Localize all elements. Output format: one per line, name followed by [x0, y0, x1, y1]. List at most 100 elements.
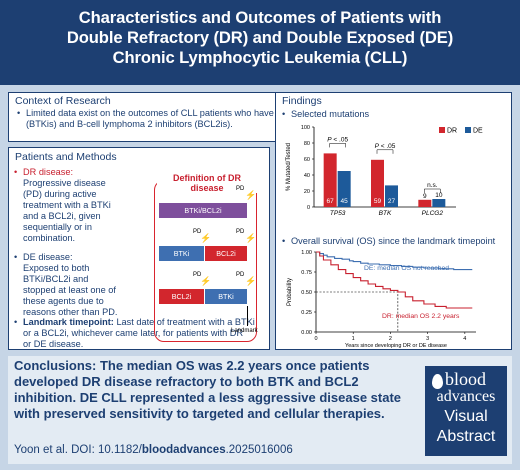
btki-bar: BTKi [205, 289, 247, 304]
landmark-text: or a BCL2i, whichever came later, for pa… [23, 328, 244, 338]
title-line-2: Double Refractory (DR) and Double Expose… [66, 28, 454, 47]
landmark-label: Landmark timepoint: [23, 317, 114, 327]
pd-label: PD [236, 272, 245, 278]
citation-prefix: Yoon et al. DOI: 10.1182/ [14, 444, 142, 456]
bolt-icon: ⚡ [200, 276, 212, 286]
landmark-text: or DE disease. [23, 339, 84, 349]
landmark-text: Last date of treatment with a BTKi [116, 317, 255, 327]
bar-label: BCL2i [216, 249, 236, 258]
conclusions-line: DE CLL represented a less aggressive dis… [14, 390, 402, 421]
title-line-1: Characteristics and Outcomes of Patients… [78, 8, 442, 27]
y-tick-label: 100 [301, 125, 310, 131]
logo-word: Visual [444, 408, 488, 425]
bullet-dot: • [14, 317, 18, 327]
series-label-dr: DR: median OS 2.2 years [382, 313, 460, 320]
pd-label: PD [236, 186, 245, 192]
x-tick-label: 1 [352, 336, 355, 342]
y-tick-label: 0.50 [301, 290, 312, 296]
bar-de [337, 171, 351, 207]
x-tick-label: 3 [426, 336, 429, 342]
legend-swatch-dr [439, 127, 445, 133]
survival-bullet-text: Overall survival (OS) since the landmark… [291, 236, 496, 246]
significance-label: P < .05 [375, 143, 396, 150]
survival-curve-dr [316, 251, 473, 309]
significance-bracket [329, 143, 346, 148]
blood-drop-icon [432, 374, 443, 389]
survival-curve-chart: 0.00 0.25 0.50 0.75 1.00 0 1 2 3 4 Years since dev… [287, 250, 476, 348]
btki-bar: BTKi [159, 246, 204, 261]
significance-label: n.s. [427, 182, 438, 189]
bar-de [432, 199, 446, 207]
mutations-bullet-text: Selected mutations [291, 109, 370, 119]
y-tick-label: 0.25 [301, 310, 312, 316]
y-tick-label: 1.00 [301, 250, 312, 256]
bar-dr [323, 153, 337, 207]
legend-label: DR [447, 128, 457, 135]
methods-title: Patients and Methods [15, 151, 117, 163]
bar-dr [371, 159, 384, 207]
bar-label: BTKi/BCL2i [184, 206, 222, 215]
bar-label: BTKi [173, 249, 190, 258]
y-tick-label: 0.00 [301, 330, 312, 336]
findings-title: Findings [282, 95, 322, 107]
bolt-icon: ⚡ [200, 233, 212, 243]
series-label-de: DE: median OS not reached [364, 265, 449, 272]
mutation-bar-chart: 0 20 40 60 80 100 % Mutated/Tested 67 45 TP53 P < … [286, 125, 483, 217]
significance-bracket [424, 188, 441, 193]
x-axis-label: Years since developing DR or DE disease [345, 343, 447, 348]
conclusions-line: preserved sensitivity to targeted and ce… [43, 406, 385, 421]
bcl2i-bar: BCL2i [205, 246, 247, 261]
de-definition-bullet: • DE disease: Exposed to both BTKi/BCL2i… [14, 252, 153, 318]
de-label: DE disease: [23, 252, 73, 262]
logo-word: advances [436, 388, 496, 405]
bar-de [385, 185, 398, 207]
legend-swatch-de [465, 127, 471, 133]
pd-label: PD [193, 272, 202, 278]
y-axis-label: Probability [287, 278, 293, 306]
mutations-bullet: • Selected mutations [282, 109, 370, 120]
landmark-label: Landmark [231, 328, 258, 334]
bolt-icon: ⚡ [245, 276, 257, 286]
y-tick-label: 0.75 [301, 270, 312, 276]
dr-text: and a BCL2i, given [23, 211, 101, 221]
de-text: reasons other than PD. [23, 307, 118, 317]
x-tick-label: 0 [314, 336, 317, 342]
landmark-bullet: • Landmark timepoint: Last date of treat… [14, 317, 268, 350]
x-tick-label: PLCG2 [422, 210, 444, 217]
survival-curve-de [316, 251, 473, 271]
dr-definition-title: Definition of DR disease [157, 173, 257, 193]
x-tick-label: 2 [389, 336, 392, 342]
logo-word: blood [445, 369, 487, 389]
significance-bracket [376, 149, 394, 154]
citation[interactable]: Yoon et al. DOI: 10.1182/bloodadvances.2… [14, 444, 293, 456]
bar-value-label: 67 [327, 198, 335, 205]
bullet-dot: • [14, 167, 18, 177]
bolt-icon: ⚡ [245, 190, 257, 200]
x-tick-label: TP53 [330, 210, 346, 217]
conclusions-panel: Conclusions: The median OS was 2.2 years… [8, 356, 512, 464]
title-line-3: Chronic Lymphocytic Leukemia (CLL) [112, 48, 408, 67]
page-title: Characteristics and Outcomes of Patients… [0, 0, 520, 68]
de-text: BTKi/BCL2i and [23, 274, 89, 284]
y-tick-label: 80 [304, 141, 310, 147]
y-tick-label: 20 [304, 189, 310, 195]
logo-word: Abstract [436, 428, 496, 445]
conclusions-line: The median OS was 2.2 years once patient… [14, 358, 370, 389]
bar-label: BTKi [218, 292, 234, 301]
context-bullet-text: Limited data exist on the outcomes of CL… [26, 108, 498, 129]
conclusions-label: Conclusions: [14, 358, 97, 373]
bar-value-label: 27 [388, 198, 396, 205]
de-text: Exposed to both [23, 263, 90, 273]
bullet-dot: • [282, 236, 286, 246]
bullet-dot: • [282, 109, 286, 119]
bar-value-label: 59 [374, 198, 382, 205]
bar-value-label: 10 [435, 192, 443, 199]
x-tick-label: 4 [463, 336, 466, 342]
citation-journal: bloodadvances [141, 444, 226, 456]
de-text: these agents due to [23, 296, 104, 306]
methods-panel: Patients and Methods • DR disease: Progr… [8, 147, 270, 350]
pd-label: PD [236, 229, 245, 235]
dr-text: treatment with a BTKi [23, 200, 111, 210]
dr-text: Progressive disease [23, 178, 106, 188]
context-title: Context of Research [15, 95, 111, 107]
